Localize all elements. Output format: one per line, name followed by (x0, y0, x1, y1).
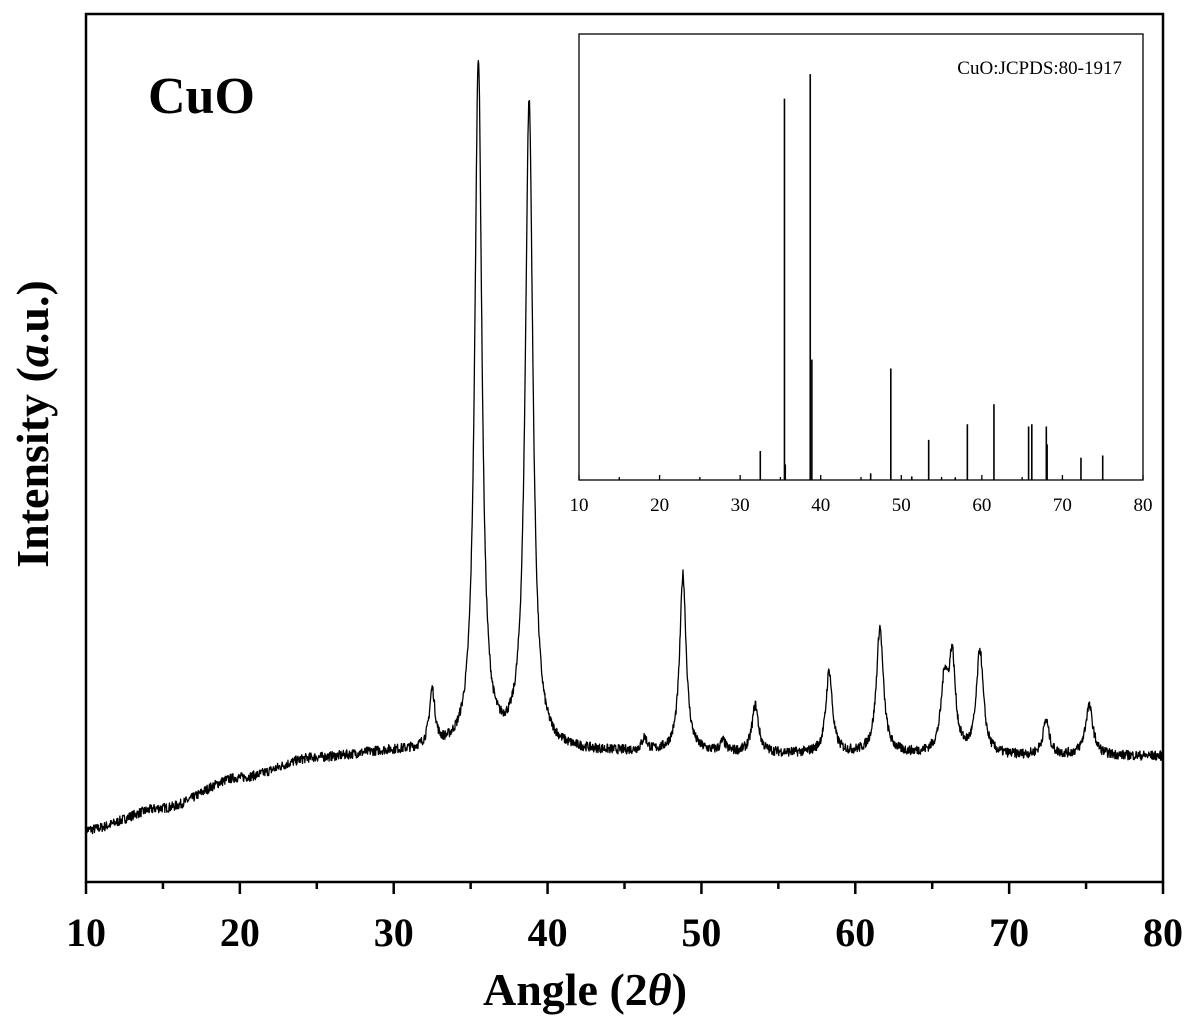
x-axis-ticks (86, 882, 1163, 894)
inset-tick-label: 70 (1053, 495, 1072, 516)
inset-tick-label: 60 (972, 495, 991, 516)
inset-background (579, 34, 1143, 480)
y-axis-title: Intensity (a.u.) (7, 280, 58, 568)
inset-tick-label: 20 (650, 495, 669, 516)
inset-tick-label: 50 (892, 495, 911, 516)
inset-x-axis-tick-labels: 10 20 30 40 50 60 70 80 (570, 495, 1153, 516)
x-axis-title: Angle (2θ) (483, 964, 687, 1015)
sample-label: CuO (148, 68, 255, 125)
inset-tick-label: 30 (731, 495, 750, 516)
x-tick-label: 70 (989, 910, 1029, 955)
x-tick-label: 20 (220, 910, 260, 955)
inset-tick-label: 10 (570, 495, 589, 516)
x-tick-label: 10 (66, 910, 106, 955)
reference-inset: 10 20 30 40 50 60 70 80 CuO:JCPDS:80-1917 (570, 34, 1153, 516)
x-tick-label: 50 (681, 910, 721, 955)
x-tick-label: 40 (528, 910, 568, 955)
reference-card-label: CuO:JCPDS:80-1917 (957, 58, 1122, 79)
x-tick-label: 30 (374, 910, 414, 955)
x-axis-tick-labels: 10 20 30 40 50 60 70 80 (66, 910, 1183, 955)
x-tick-label: 60 (835, 910, 875, 955)
x-tick-label: 80 (1143, 910, 1183, 955)
inset-tick-label: 80 (1134, 495, 1153, 516)
inset-tick-label: 40 (811, 495, 830, 516)
